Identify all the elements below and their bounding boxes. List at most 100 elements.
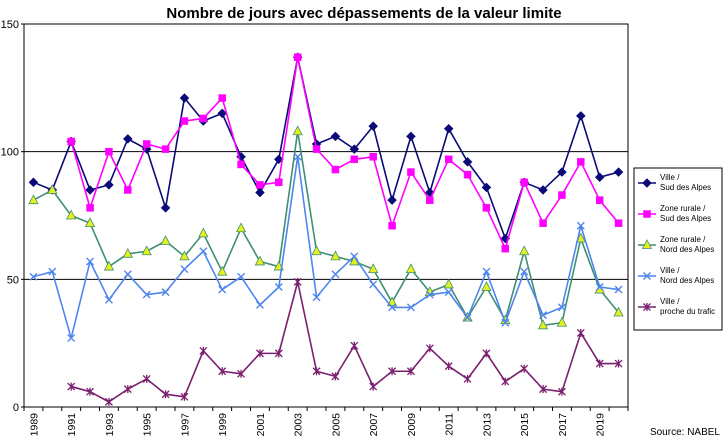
y-tick-label: 0 [13,402,19,414]
series-4-point [293,277,302,286]
legend-swatch-marker [642,178,652,188]
series-0 [28,52,624,244]
series-4-point [199,346,208,355]
series-4-point [576,328,585,337]
series-2-point [103,260,115,271]
series-0-point [160,202,171,213]
series-2-point [292,125,303,136]
x-tick-label: 2013 [481,413,493,437]
series-4-point [180,392,189,401]
legend-entry-1: Zone rurale /Sud des Alpes [638,204,711,223]
x-tick-label: 2005 [330,413,342,437]
axes: 0 50 100 150 1989 1991 1993 1995 1997 1999 2001 200… [1,19,629,437]
series-0-point [330,131,341,142]
series-4-point [86,387,95,396]
series-4-point [142,374,151,383]
series-0-point [349,144,360,154]
x-tick-label: 2007 [368,413,380,437]
source-note: Source: NABEL [649,427,720,438]
series-2-point [28,194,39,205]
series-4-point [312,367,321,376]
series-2-point [311,245,322,256]
series-2-point [47,184,58,194]
series-1-point [577,158,585,166]
x-tick-label: 1995 [142,413,154,437]
series-1-line [70,56,620,250]
legend-swatch-marker [643,272,651,280]
series-4-point [557,387,566,396]
series-2-point [179,250,190,261]
series-2-point [66,209,77,220]
x-tick-label: 1997 [179,413,191,437]
x-tick-label: 1989 [28,413,40,437]
x-tick-label: 2019 [595,413,607,437]
series-0-point [217,108,228,119]
legend-label: Sud des Alpes [660,214,711,223]
legend-label: Nord des Alpes [660,245,714,254]
series-1-point [312,145,321,153]
series-4-point [614,359,623,368]
series-1-point [614,219,623,227]
series-3-point [482,267,491,276]
x-tick-label: 2003 [293,413,305,437]
series-3-point [237,272,246,281]
series-1-point [293,53,302,61]
series-4-point [104,397,113,406]
series-3-point [312,293,321,302]
series-4-point [463,374,472,383]
series-4-point [539,385,548,394]
legend-entry-3: Ville /Nord des Alpes [638,266,714,285]
series-2-point [613,306,624,317]
series-3 [29,152,623,343]
series-4 [67,277,623,406]
series-3-point [142,290,151,299]
series-3-point [274,282,283,291]
series-0-point [255,187,265,198]
legend-label: Zone rurale / [660,235,706,244]
series-3-point [218,285,227,294]
legend-label: Sud des Alpes [660,183,711,192]
series-4-point [425,344,434,353]
x-tick-label: 1991 [66,413,78,437]
series-2-point [481,281,492,291]
series-3-point [48,267,57,276]
series-1-point [558,191,566,199]
series-2-point [122,247,133,258]
series-4-point [444,362,453,371]
series-2-point [405,263,417,274]
series-0-point [594,172,605,183]
series-2-point [443,278,454,289]
legend-label: Ville / [660,266,680,275]
series-1-point [218,94,226,102]
series-4-point [369,382,378,391]
series-1 [67,53,623,253]
series-3-point [520,267,529,276]
legend-entry-2: Zone rurale /Nord des Alpes [638,235,714,254]
series-0-point [179,93,190,103]
series-1-point [482,204,491,212]
series-1-point [520,178,528,187]
series-3-point [425,290,434,299]
series-0-point [104,180,114,190]
legend-label: Zone rurale / [660,204,706,213]
x-tick-label: 2009 [406,413,418,437]
series-4-point [218,367,227,376]
series-2-point [235,222,247,233]
legend-swatch-marker [641,239,653,249]
series-1-point [67,137,75,146]
series-1-point [237,160,245,169]
series-3-point [595,282,604,291]
legend-label: Ville / [660,173,680,182]
series-layer [28,52,624,406]
series-3-point [123,270,132,279]
series-1-point [124,186,132,194]
series-4-point [388,367,397,376]
series-1-point [180,117,189,125]
series-3-point [614,285,623,294]
series-2-point [254,255,266,266]
series-4-point [350,341,359,350]
series-3-point [388,303,397,312]
series-1-point [388,221,396,230]
